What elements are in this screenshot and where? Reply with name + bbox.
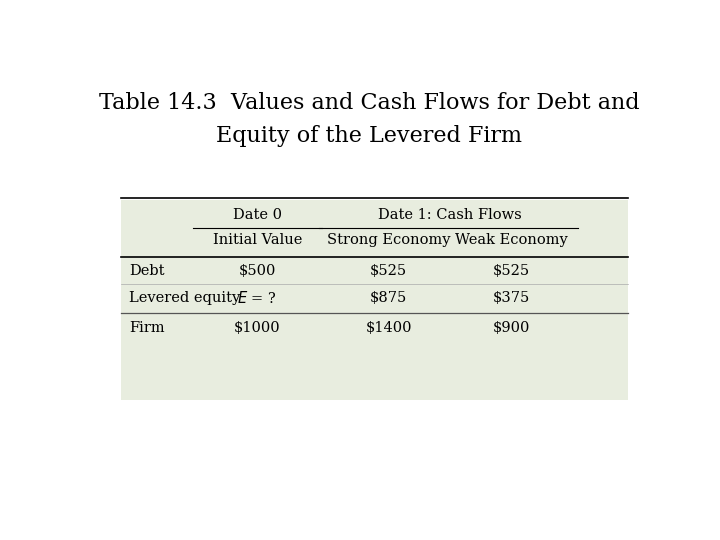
Text: $\mathit{E}$ = ?: $\mathit{E}$ = ?	[238, 289, 277, 306]
FancyBboxPatch shape	[121, 200, 629, 400]
Text: Weak Economy: Weak Economy	[455, 233, 567, 247]
Text: $1400: $1400	[365, 321, 412, 335]
Text: $375: $375	[492, 291, 530, 305]
Text: Table 14.3  Values and Cash Flows for Debt and: Table 14.3 Values and Cash Flows for Deb…	[99, 92, 639, 114]
Text: Initial Value: Initial Value	[212, 233, 302, 247]
Text: Strong Economy: Strong Economy	[327, 233, 450, 247]
Text: $900: $900	[492, 321, 530, 335]
Text: Firm: Firm	[129, 321, 165, 335]
Text: Date 0: Date 0	[233, 208, 282, 222]
Text: $500: $500	[239, 264, 276, 278]
Text: Levered equity: Levered equity	[129, 291, 240, 305]
Text: $525: $525	[492, 264, 530, 278]
Text: Equity of the Levered Firm: Equity of the Levered Firm	[216, 125, 522, 147]
Text: $1000: $1000	[234, 321, 281, 335]
Text: $875: $875	[370, 291, 407, 305]
Text: $525: $525	[370, 264, 407, 278]
Text: Date 1: Cash Flows: Date 1: Cash Flows	[378, 208, 522, 222]
Text: Debt: Debt	[129, 264, 165, 278]
